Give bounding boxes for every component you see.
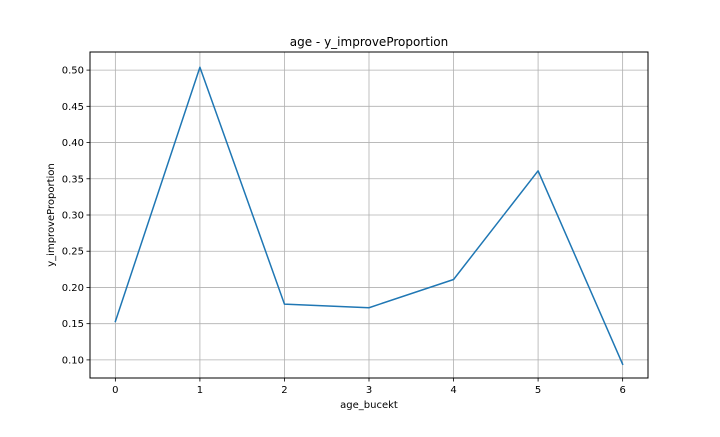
y-tick-label: 0.30 (62, 211, 84, 222)
x-axis-label: age_bucekt (340, 400, 398, 411)
y-tick-label: 0.25 (62, 247, 84, 258)
y-tick-label: 0.45 (62, 102, 84, 113)
x-tick-label: 4 (450, 385, 456, 396)
y-tick-label: 0.15 (62, 319, 84, 330)
series-line (114, 66, 624, 366)
chart-title: age - y_improveProportion (290, 35, 448, 49)
series-layer (114, 66, 624, 366)
y-axis-label: y_improveProportion (46, 163, 57, 266)
y-tick-label: 0.10 (62, 355, 84, 366)
x-tick-label: 6 (619, 385, 625, 396)
y-tick-label: 0.35 (62, 174, 84, 185)
x-tick-label: 1 (197, 385, 203, 396)
y-tick-label: 0.40 (62, 138, 84, 149)
x-tick-label: 0 (112, 385, 118, 396)
y-tick-label: 0.20 (62, 283, 84, 294)
x-tick-label: 5 (535, 385, 541, 396)
y-tick-label: 0.50 (62, 66, 84, 77)
grid (90, 52, 648, 378)
axis-ticks: 0 1 2 3 4 5 6 0.10 0.15 0.20 0.25 0.30 0.35 0.40 0.45 0… (62, 66, 626, 396)
x-tick-label: 2 (281, 385, 287, 396)
x-tick-label: 3 (366, 385, 372, 396)
